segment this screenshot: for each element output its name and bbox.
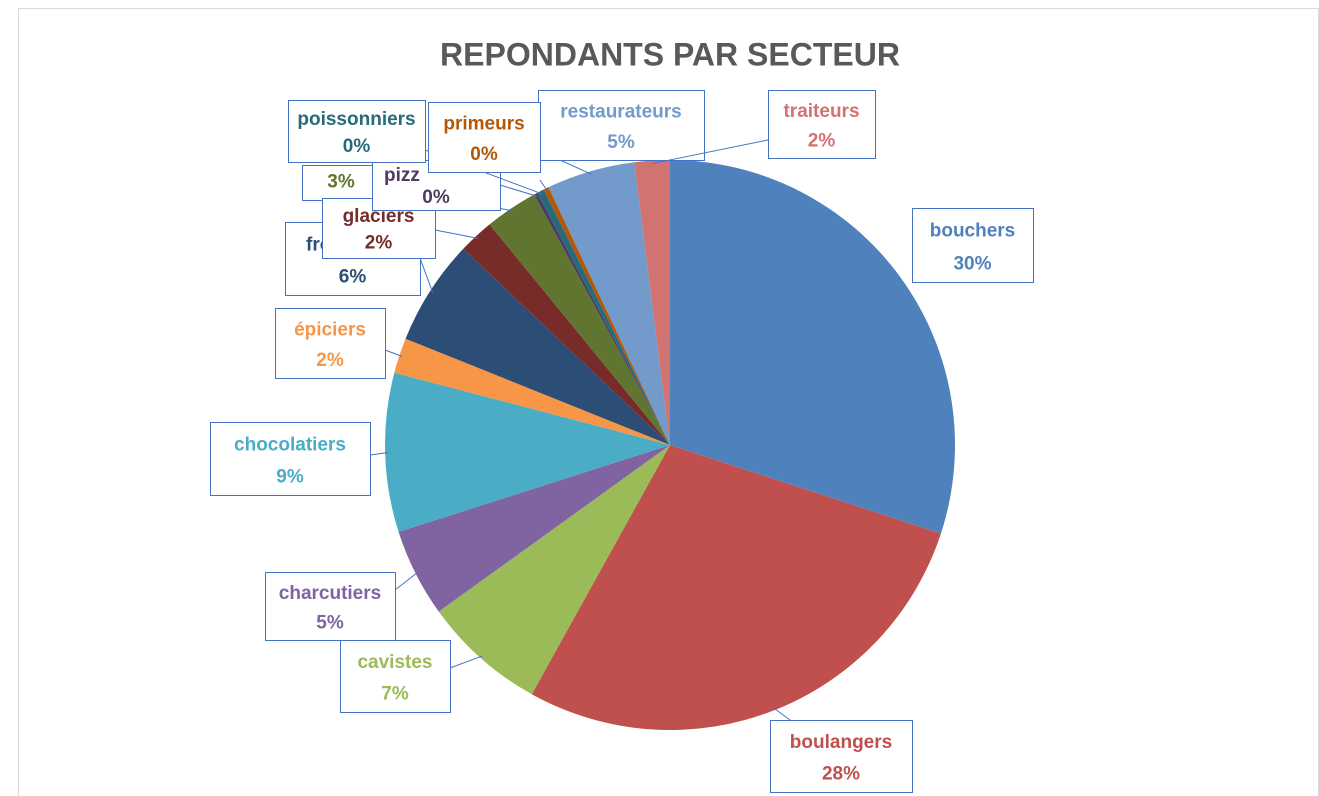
slice-label: glaciers	[343, 206, 415, 227]
leader-line	[652, 139, 769, 165]
slice-label: pizz	[384, 165, 420, 186]
slice-value-label: 6%	[339, 266, 367, 287]
slice	[463, 224, 670, 445]
slice-label: bouchers	[930, 221, 1016, 242]
slice	[385, 372, 670, 532]
slice-value-label: 28%	[822, 764, 860, 785]
slice-label: chocolatiers	[234, 434, 346, 455]
leader-line	[897, 277, 901, 280]
slice-label: primeurs	[443, 113, 524, 134]
slices	[385, 160, 955, 730]
slice	[394, 338, 670, 445]
leader-line	[539, 179, 548, 192]
slice-label: restaurateurs	[560, 101, 681, 122]
slice-label: épiciers	[294, 319, 366, 340]
slice-value-label: 5%	[316, 613, 344, 634]
slice-label: traiteurs	[783, 101, 859, 122]
leader-line	[384, 349, 403, 357]
leader-line	[419, 257, 434, 293]
slice	[531, 445, 941, 730]
slice	[537, 189, 670, 445]
slice-value-label: 2%	[365, 233, 393, 254]
label-box	[768, 90, 876, 159]
leader-line	[369, 452, 389, 456]
slice	[543, 187, 670, 445]
slice	[398, 445, 670, 612]
leader-line	[394, 571, 419, 591]
label-box	[538, 90, 705, 161]
label-box	[288, 100, 426, 163]
slice	[438, 445, 670, 695]
slice-value-label: 9%	[276, 466, 304, 487]
label-box	[770, 720, 913, 793]
slice	[548, 162, 670, 445]
slice	[534, 192, 670, 445]
label-box	[428, 102, 541, 173]
slice-label: charcutiers	[279, 583, 381, 604]
leader-line	[434, 229, 479, 239]
slice-value-label: 0%	[422, 187, 450, 208]
slice-value-label: 7%	[381, 684, 409, 705]
slice-value-label: 3%	[327, 172, 355, 193]
slice	[489, 194, 670, 445]
slice	[634, 160, 670, 445]
slice-value-label: 2%	[316, 350, 344, 371]
leader-line	[499, 184, 538, 197]
leader-line	[772, 707, 791, 721]
slice	[670, 160, 955, 534]
leader-line	[449, 655, 483, 669]
slice-label: poissonniers	[297, 109, 415, 130]
label-box	[340, 640, 451, 713]
slice-value-label: 0%	[343, 136, 371, 157]
slice-value-label: 2%	[808, 131, 836, 152]
chart-title: REPONDANTS PAR SECTEUR	[440, 36, 900, 72]
label-box	[265, 572, 396, 641]
label-box	[275, 308, 386, 379]
label-box	[210, 422, 371, 496]
slice-value-label: 0%	[470, 144, 498, 165]
slice-value-label: 5%	[607, 132, 635, 153]
label-box	[912, 208, 1034, 283]
slice-label: boulangers	[790, 732, 892, 753]
leader-line	[559, 159, 592, 175]
slice-value-label: 30%	[953, 253, 991, 274]
slice	[405, 248, 670, 445]
slice-label: cavistes	[357, 652, 432, 673]
label-box	[302, 165, 381, 201]
